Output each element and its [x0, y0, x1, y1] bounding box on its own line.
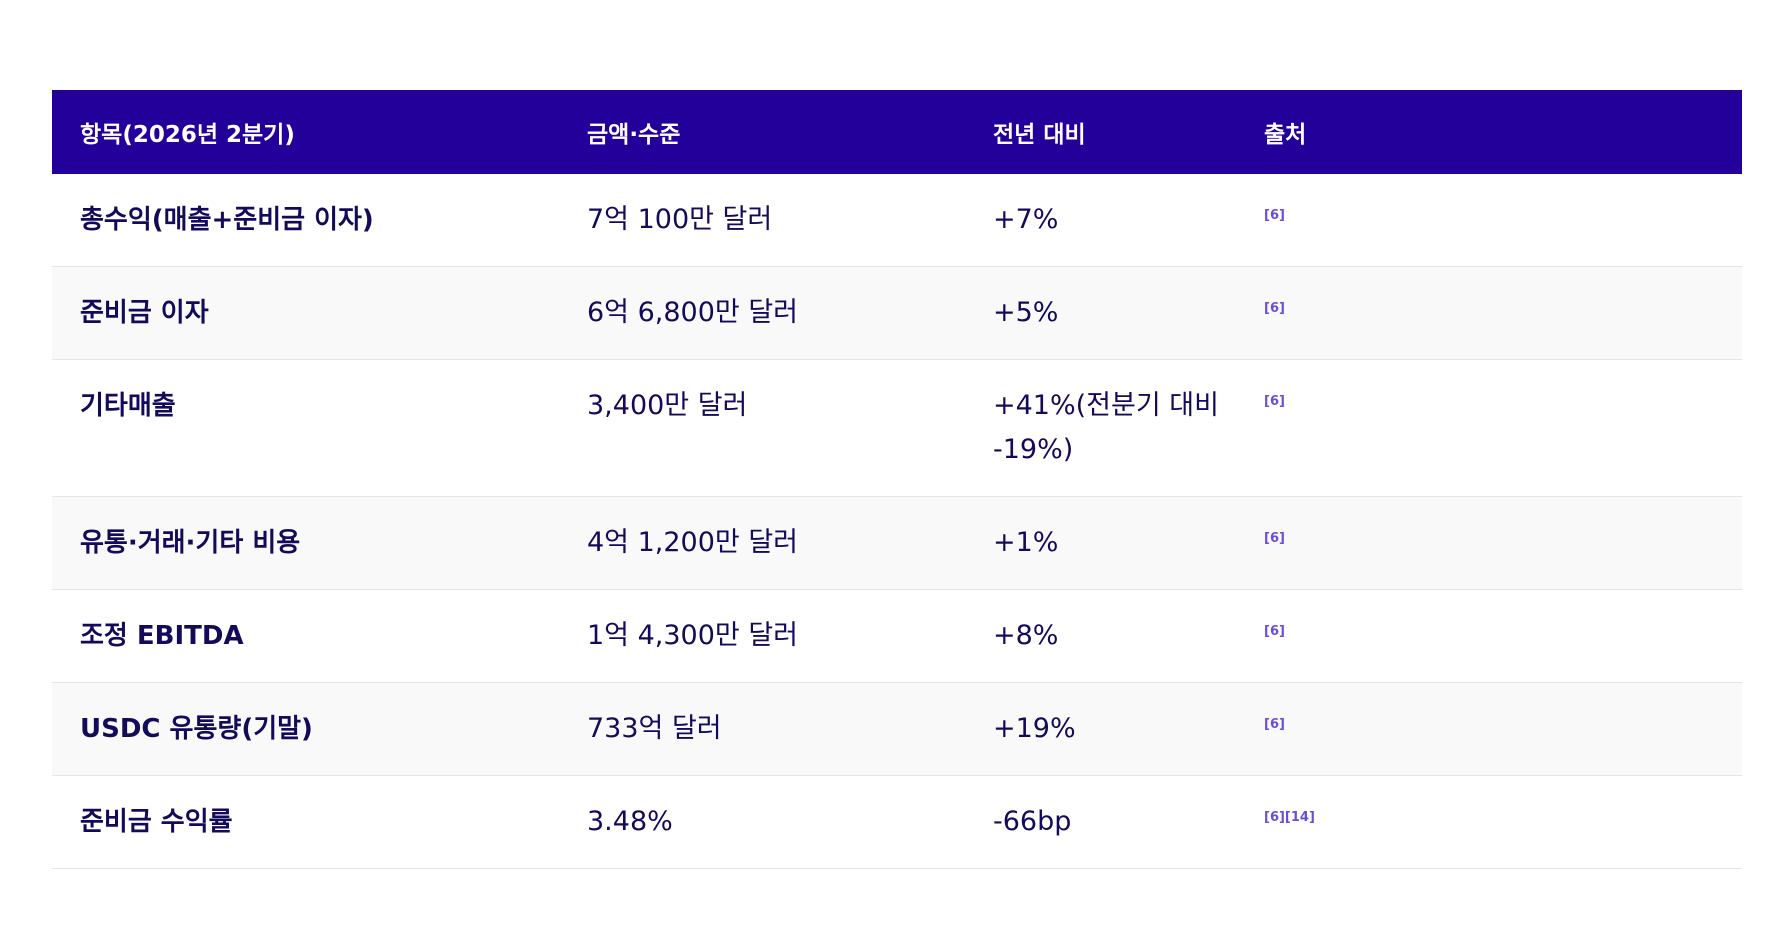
row-item: 준비금 수익률 — [80, 807, 233, 837]
header-source: 출처 — [1264, 122, 1307, 148]
row-source: [6] — [1236, 267, 1742, 360]
table-row: 조정 EBITDA 1억 4,300만 달러 +8% [6] — [52, 590, 1742, 683]
table-header: 항목(2026년 2분기) 금액·수준 전년 대비 출처 — [52, 90, 1742, 174]
row-source: [6] — [1236, 174, 1742, 267]
source-link[interactable]: [6] — [1264, 717, 1285, 732]
row-yoy: +8% — [993, 620, 1059, 651]
header-amount: 금액·수준 — [587, 122, 681, 148]
row-yoy: -66bp — [993, 806, 1072, 837]
header-yoy: 전년 대비 — [993, 122, 1086, 148]
row-amount: 6억 6,800만 달러 — [587, 297, 798, 328]
row-yoy: +19% — [993, 713, 1076, 744]
row-item: 조정 EBITDA — [80, 621, 244, 651]
source-link[interactable]: [6] — [1264, 394, 1285, 409]
row-item: 유통·거래·기타 비용 — [80, 528, 301, 558]
row-item: 총수익(매출+준비금 이자) — [80, 205, 374, 235]
row-yoy: +41%(전분기 대비 -19%) — [993, 390, 1219, 465]
header-item: 항목(2026년 2분기) — [80, 122, 295, 148]
table-row: 준비금 이자 6억 6,800만 달러 +5% [6] — [52, 266, 1742, 360]
header-row: 항목(2026년 2분기) 금액·수준 전년 대비 출처 — [52, 90, 1742, 174]
row-yoy: +5% — [993, 297, 1059, 328]
table-row: 준비금 수익률 3.48% -66bp [6][14] — [52, 776, 1742, 869]
row-item: USDC 유통량(기말) — [80, 714, 313, 744]
table-row: 총수익(매출+준비금 이자) 7억 100만 달러 +7% [6] — [52, 174, 1742, 267]
row-yoy: +1% — [993, 527, 1059, 558]
row-amount: 3.48% — [587, 806, 673, 837]
financial-summary-table-container: 항목(2026년 2분기) 금액·수준 전년 대비 출처 총수익(매출+준비금 … — [52, 90, 1742, 869]
table-row: 유통·거래·기타 비용 4억 1,200만 달러 +1% [6] — [52, 496, 1742, 590]
row-amount: 1억 4,300만 달러 — [587, 620, 798, 651]
row-item: 기타매출 — [80, 391, 176, 421]
table-body: 총수익(매출+준비금 이자) 7억 100만 달러 +7% [6] 준비금 이자… — [52, 174, 1742, 869]
row-amount: 4억 1,200만 달러 — [587, 527, 798, 558]
source-link[interactable]: [6] — [1264, 624, 1285, 639]
source-link[interactable]: [6] — [1264, 531, 1285, 546]
row-amount: 733억 달러 — [587, 713, 722, 744]
row-source: [6] — [1236, 497, 1742, 590]
row-source: [6] — [1236, 683, 1742, 776]
row-source: [6] — [1236, 590, 1742, 683]
row-source: [6][14] — [1236, 776, 1742, 869]
row-source: [6] — [1236, 360, 1742, 497]
row-amount: 3,400만 달러 — [587, 390, 748, 421]
source-link[interactable]: [6][14] — [1264, 810, 1315, 825]
row-amount: 7억 100만 달러 — [587, 204, 773, 235]
row-yoy: +7% — [993, 204, 1059, 235]
financial-summary-table: 항목(2026년 2분기) 금액·수준 전년 대비 출처 총수익(매출+준비금 … — [52, 90, 1742, 869]
source-link[interactable]: [6] — [1264, 301, 1285, 316]
table-row: 기타매출 3,400만 달러 +41%(전분기 대비 -19%) [6] — [52, 360, 1742, 497]
source-link[interactable]: [6] — [1264, 208, 1285, 223]
row-item: 준비금 이자 — [80, 298, 209, 328]
table-row: USDC 유통량(기말) 733억 달러 +19% [6] — [52, 682, 1742, 776]
